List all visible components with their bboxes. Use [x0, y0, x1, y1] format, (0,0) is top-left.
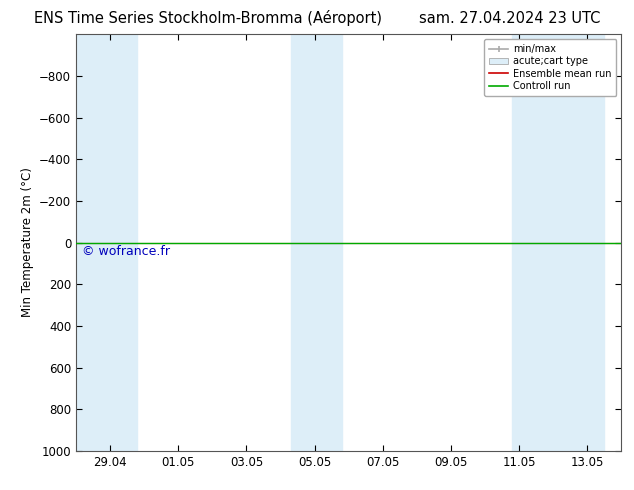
Text: © wofrance.fr: © wofrance.fr: [82, 245, 169, 258]
Text: ENS Time Series Stockholm-Bromma (Aéroport)        sam. 27.04.2024 23 UTC: ENS Time Series Stockholm-Bromma (Aéropo…: [34, 10, 600, 26]
Legend: min/max, acute;cart type, Ensemble mean run, Controll run: min/max, acute;cart type, Ensemble mean …: [484, 39, 616, 96]
Bar: [512, 34, 536, 451]
Bar: [76, 34, 138, 451]
Bar: [314, 34, 342, 451]
Y-axis label: Min Temperature 2m (°C): Min Temperature 2m (°C): [20, 168, 34, 318]
Bar: [291, 34, 314, 451]
Bar: [536, 34, 604, 451]
